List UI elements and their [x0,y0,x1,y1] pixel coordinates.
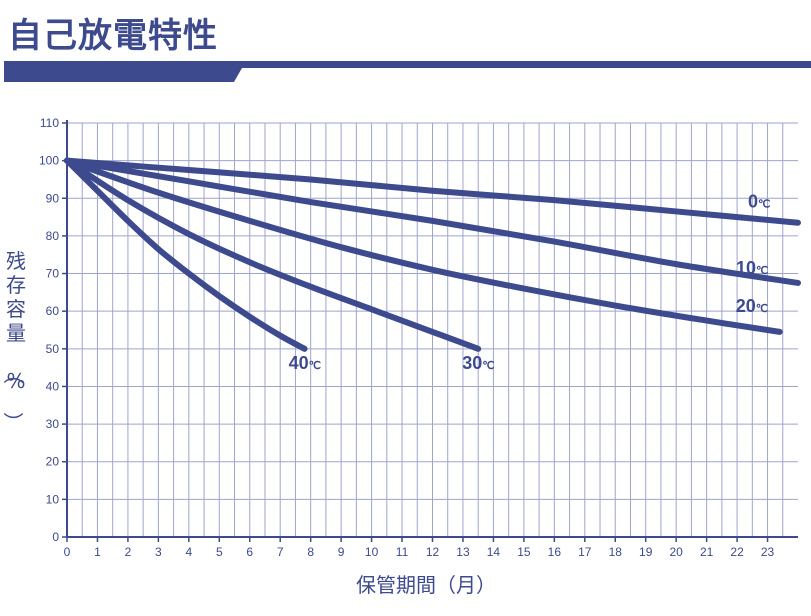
x-tick-label: 0 [64,545,71,559]
series-line-30c [64,157,482,352]
series-line-40c [64,157,308,352]
x-tick-label: 9 [338,545,345,559]
x-tick-label: 2 [125,545,132,559]
x-tick-label: 23 [761,545,775,559]
y-tick-label: 100 [39,154,59,168]
series-label-10c: 10℃ [736,258,768,278]
y-tick-label: 50 [46,342,60,356]
x-tick-label: 8 [307,545,314,559]
series-lines [64,157,801,352]
y-axis-title-char: 容 [6,297,26,321]
y-axis-title-char: % [6,369,25,393]
x-tick-label: 13 [456,545,470,559]
series-label-0c: 0℃ [748,192,770,212]
y-tick-label: 0 [52,530,59,544]
page-title: 自己放電特性 [8,16,218,56]
x-tick-label: 15 [517,545,531,559]
y-axis-title-char: 存 [6,273,26,297]
y-tick-label: 110 [40,116,59,130]
x-tick-label: 11 [396,545,409,559]
series-line-10c [64,157,801,286]
y-tick-label: 20 [46,455,60,469]
y-tick-label: 30 [46,417,60,431]
x-tick-label: 3 [155,545,162,559]
y-tick-label: 40 [46,379,60,393]
x-tick-label: 10 [365,545,379,559]
y-tick-label: 60 [46,304,60,318]
x-tick-label: 4 [185,545,192,559]
x-tick-label: 14 [487,545,501,559]
series-line-20c [64,157,783,335]
series-label-20c: 20℃ [736,296,768,316]
series-label-30c: 30℃ [462,353,494,373]
x-axis-title: 保管期間（月） [356,573,496,597]
y-tick-label: 90 [46,191,60,205]
series-labels: 0℃ 10℃ 20℃ 30℃ 40℃ [289,192,771,373]
x-tick-label: 7 [277,545,284,559]
series-label-40c: 40℃ [289,353,321,373]
x-tick-label: 16 [548,545,562,559]
title-bar-line [4,61,811,68]
x-tick-label: 19 [639,545,653,559]
series-line-0c [64,157,801,226]
y-axis-title-char: （ [1,364,25,384]
x-tick-label: 17 [578,545,592,559]
y-axis-title-char: 残 [6,249,26,273]
y-tick-label: 80 [46,229,60,243]
x-tick-label: 5 [216,545,223,559]
x-tick-label: 12 [426,545,440,559]
x-tick-label: 22 [730,545,744,559]
y-axis-title: 残存容量 （% ） [1,249,26,432]
y-tick-label: 70 [46,267,60,281]
x-tick-label: 18 [609,545,623,559]
y-axis-title-char: 量 [6,321,26,345]
title-bar-accent [4,68,242,82]
title-underline-bar [4,61,811,82]
x-tick-label: 1 [94,545,101,559]
x-tick-label: 6 [246,545,253,559]
y-axis-title-char: ） [1,412,25,432]
x-tick-label: 21 [700,545,714,559]
x-tick-label: 20 [669,545,683,559]
y-tick-label: 10 [46,492,60,506]
